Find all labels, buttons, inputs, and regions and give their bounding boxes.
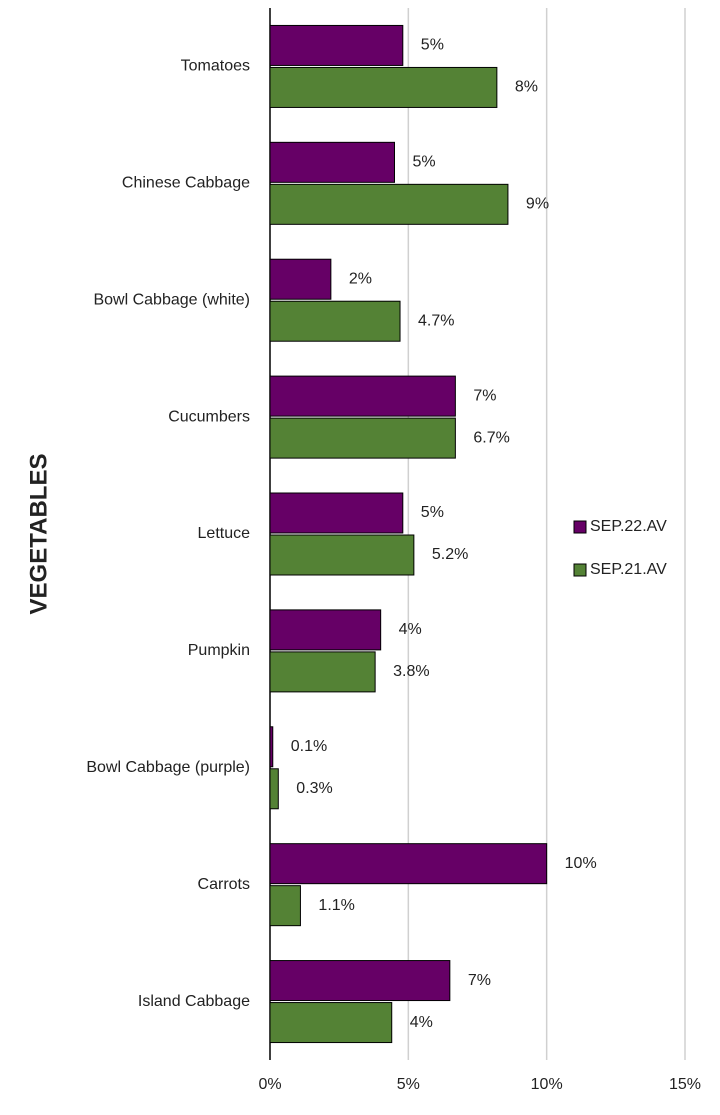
bar [269, 375, 456, 417]
y-tick-label: Pumpkin [188, 642, 250, 659]
value-label: 4% [399, 621, 422, 638]
bar [269, 183, 509, 225]
bar [269, 960, 451, 1002]
value-label: 4% [410, 1014, 433, 1031]
value-label: 5% [421, 37, 444, 54]
bar [269, 66, 498, 108]
value-label: 2% [349, 270, 372, 287]
bar [269, 417, 456, 459]
y-tick-label: Cucumbers [168, 408, 250, 425]
bar [269, 534, 415, 576]
bar [269, 141, 395, 183]
y-tick-label: Bowl Cabbage (white) [93, 291, 250, 308]
value-label: 0.3% [296, 780, 332, 797]
value-label: 5% [421, 504, 444, 521]
y-tick-label: Chinese Cabbage [122, 175, 250, 192]
bar [269, 492, 404, 534]
y-tick-label: Bowl Cabbage (purple) [86, 759, 250, 776]
y-tick-label: Tomatoes [181, 58, 250, 75]
x-tick-label: 10% [531, 1076, 563, 1093]
bar [269, 885, 301, 927]
value-label: 10% [565, 855, 597, 872]
x-tick-label: 15% [669, 1076, 701, 1093]
bar [269, 651, 376, 693]
value-label: 0.1% [291, 738, 327, 755]
legend-label: SEP.21.AV [590, 561, 667, 578]
bar [269, 843, 548, 885]
y-axis-title: VEGETABLES [25, 454, 52, 615]
bar [269, 258, 332, 300]
x-tick-label: 0% [258, 1076, 281, 1093]
bar [269, 1002, 393, 1044]
x-tick-label: 5% [397, 1076, 420, 1093]
bar [269, 300, 401, 342]
y-tick-label: Lettuce [198, 525, 251, 542]
value-label: 5.2% [432, 546, 468, 563]
value-label: 1.1% [318, 897, 354, 914]
y-tick-label: Island Cabbage [138, 993, 250, 1010]
legend-label: SEP.22.AV [590, 518, 667, 535]
value-label: 7% [468, 972, 491, 989]
value-label: 3.8% [393, 663, 429, 680]
bar [269, 768, 279, 810]
bar [269, 24, 404, 66]
y-tick-label: Carrots [198, 876, 250, 893]
value-label: 7% [473, 387, 496, 404]
value-label: 4.7% [418, 312, 454, 329]
value-label: 9% [526, 196, 549, 213]
bar [269, 726, 274, 768]
value-label: 6.7% [473, 429, 509, 446]
legend-swatch [573, 520, 587, 534]
bar [269, 609, 382, 651]
value-label: 8% [515, 79, 538, 96]
value-label: 5% [413, 154, 436, 171]
legend-swatch [573, 563, 587, 577]
